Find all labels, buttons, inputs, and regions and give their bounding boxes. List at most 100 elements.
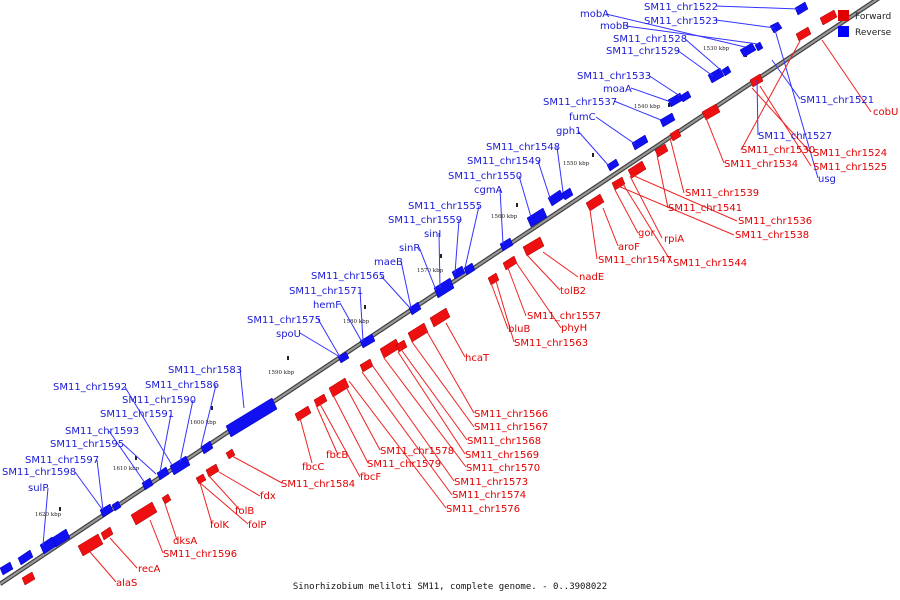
tick-label: 1590 kbp xyxy=(268,370,295,376)
gene-arrow xyxy=(195,473,207,485)
gene-arrow xyxy=(111,500,122,512)
gene-label: fbcF xyxy=(360,472,381,483)
gene-arrow xyxy=(669,128,682,142)
tick-label: 1580 kbp xyxy=(343,319,370,325)
reverse-gene-arrows xyxy=(0,1,809,576)
gene-label: fbcB xyxy=(326,450,348,461)
gene-label: SM11_chr1529 xyxy=(606,46,680,57)
reverse-gene-labels: mobA mobB SM11_chr1522 SM11_chr1523 SM11… xyxy=(2,2,874,494)
gene-arrow xyxy=(429,307,451,328)
gene-label: SM11_chr1573 xyxy=(454,477,528,488)
gene-label: SM11_chr1598 xyxy=(2,467,76,478)
gene-arrow xyxy=(659,112,676,128)
gene-label: SM11_chr1523 xyxy=(644,16,718,27)
gene-arrow xyxy=(408,301,422,316)
gene-arrow xyxy=(526,207,548,228)
gene-arrow xyxy=(611,176,626,191)
tick-label: 1560 kbp xyxy=(491,214,518,220)
gene-arrow xyxy=(77,533,104,557)
gene-label: SM11_chr1578 xyxy=(380,446,454,457)
gene-label: folB xyxy=(235,506,254,517)
gene-label: mobA xyxy=(580,9,609,20)
gene-label: SM11_chr1567 xyxy=(474,422,548,433)
forward-gene-labels: cobU SM11_chr1530 SM11_chr1524 SM11_chr1… xyxy=(116,107,898,589)
gene-label: SM11_chr1538 xyxy=(735,230,809,241)
gene-label: SM11_chr1574 xyxy=(452,490,526,501)
gene-label: SM11_chr1549 xyxy=(467,156,541,167)
gene-arrow xyxy=(463,262,476,276)
gene-arrow xyxy=(0,561,14,576)
gene-arrow xyxy=(395,339,408,353)
gene-label: SM11_chr1547 xyxy=(598,255,672,266)
gene-label: moaA xyxy=(603,84,632,95)
gene-arrow xyxy=(707,67,725,84)
gene-arrow xyxy=(819,9,838,26)
gene-label: cgmA xyxy=(474,185,503,196)
gene-label: SM11_chr1579 xyxy=(367,459,441,470)
gene-label: SM11_chr1596 xyxy=(163,549,237,560)
gene-arrow xyxy=(21,571,36,586)
gene-label: fdx xyxy=(260,491,276,502)
tick-label: 1550 kbp xyxy=(563,161,590,167)
gene-arrow xyxy=(141,477,154,491)
legend-label-reverse: Reverse xyxy=(855,28,892,38)
tick-label: 1540 kbp xyxy=(634,104,661,110)
gene-label: SM11_chr1576 xyxy=(446,504,520,515)
gene-label: usg xyxy=(818,174,836,185)
gene-label: SM11_chr1544 xyxy=(673,258,747,269)
gene-label: SM11_chr1575 xyxy=(247,315,321,326)
gene-arrow xyxy=(606,158,620,172)
gene-arrow xyxy=(627,160,647,179)
gene-label: SM11_chr1591 xyxy=(100,409,174,420)
tick-label: 1570 kbp xyxy=(417,268,444,274)
figure-caption: Sinorhizobium meliloti SM11, complete ge… xyxy=(293,582,607,592)
gene-label: sinR xyxy=(399,243,420,254)
gene-label: dksA xyxy=(173,536,197,547)
gene-label: SM11_chr1571 xyxy=(289,286,363,297)
gene-arrow xyxy=(225,448,236,460)
gene-label: hemF xyxy=(313,300,341,311)
gene-label: recA xyxy=(138,564,161,575)
gene-label: SM11_chr1548 xyxy=(486,142,560,153)
gene-arrow xyxy=(433,277,455,299)
gene-arrow xyxy=(547,189,565,207)
gene-label: maeB xyxy=(374,257,403,268)
gene-label: SM11_chr1525 xyxy=(813,162,887,173)
gene-arrow xyxy=(328,377,350,398)
gene-arrow xyxy=(200,440,214,455)
gene-arrow xyxy=(407,322,429,343)
gene-label: SM11_chr1539 xyxy=(685,188,759,199)
gene-arrow xyxy=(51,528,71,548)
gene-arrow xyxy=(667,92,684,108)
gene-label: SM11_chr1570 xyxy=(466,463,540,474)
ticks: 1530 kbp 1540 kbp 1550 kbp 1560 kbp 1570… xyxy=(35,46,730,518)
gene-arrow xyxy=(130,501,158,526)
gene-arrow xyxy=(522,236,545,257)
gene-label: SM11_chr1524 xyxy=(813,148,887,159)
gene-label: bluB xyxy=(508,324,530,335)
gene-arrow xyxy=(679,90,692,103)
gene-label: sulP xyxy=(28,483,48,494)
gene-label: fumC xyxy=(569,112,596,123)
gene-label: SM11_chr1533 xyxy=(577,71,651,82)
gene-label: aroF xyxy=(618,242,640,253)
gene-arrow xyxy=(451,265,466,280)
tick-label: 1620 kbp xyxy=(35,512,62,518)
gene-label: SM11_chr1584 xyxy=(281,479,355,490)
gene-label: spoU xyxy=(276,329,301,340)
gene-arrow xyxy=(161,493,172,505)
gene-label: SM11_chr1597 xyxy=(25,455,99,466)
gene-label: cobU xyxy=(873,107,898,118)
gene-label: SM11_chr1530 xyxy=(741,145,815,156)
tick-label: 1610 kbp xyxy=(113,466,140,472)
gene-label: mobB xyxy=(600,21,629,32)
gene-label: SM11_chr1521 xyxy=(800,95,874,106)
gene-arrow xyxy=(294,405,312,422)
genome-axis xyxy=(0,0,881,586)
gene-arrow xyxy=(17,549,34,566)
gene-arrow xyxy=(499,237,514,252)
gene-arrow xyxy=(337,351,350,364)
gene-arrow xyxy=(169,455,191,476)
